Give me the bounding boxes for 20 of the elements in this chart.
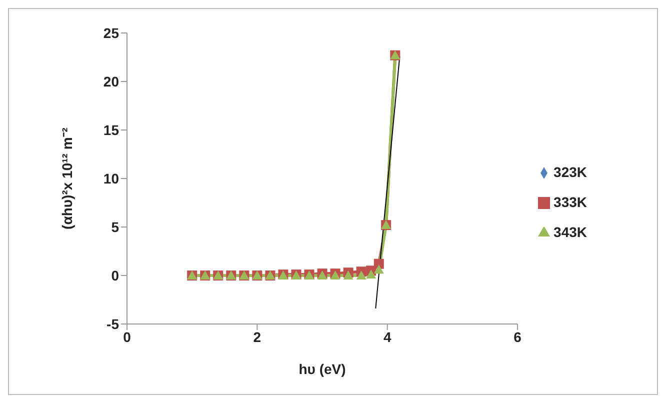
x-tick-label: 6 (514, 328, 522, 345)
legend-label: 343K (554, 224, 587, 240)
x-tick-label: 0 (123, 328, 132, 345)
point (356, 270, 366, 280)
y-tick-label: 20 (103, 73, 120, 90)
y-tick-label: 5 (111, 218, 120, 235)
point (366, 270, 376, 279)
y-axis-title: (αhυ)²x 10¹² m⁻² (58, 127, 75, 230)
y-tick-label: 10 (103, 170, 120, 186)
x-tick-label: 2 (253, 328, 262, 345)
point (343, 270, 354, 280)
point (374, 264, 384, 274)
legend-label: 323K (554, 164, 587, 180)
y-tick-label: -5 (106, 316, 120, 332)
x-axis-title: hυ (eV) (298, 361, 346, 377)
legend-label: 333K (554, 194, 587, 210)
y-tick-label: 25 (103, 24, 120, 41)
x-tick-label: 4 (383, 328, 392, 345)
y-tick-label: 0 (111, 267, 120, 284)
y-tick-label: 15 (103, 122, 120, 138)
